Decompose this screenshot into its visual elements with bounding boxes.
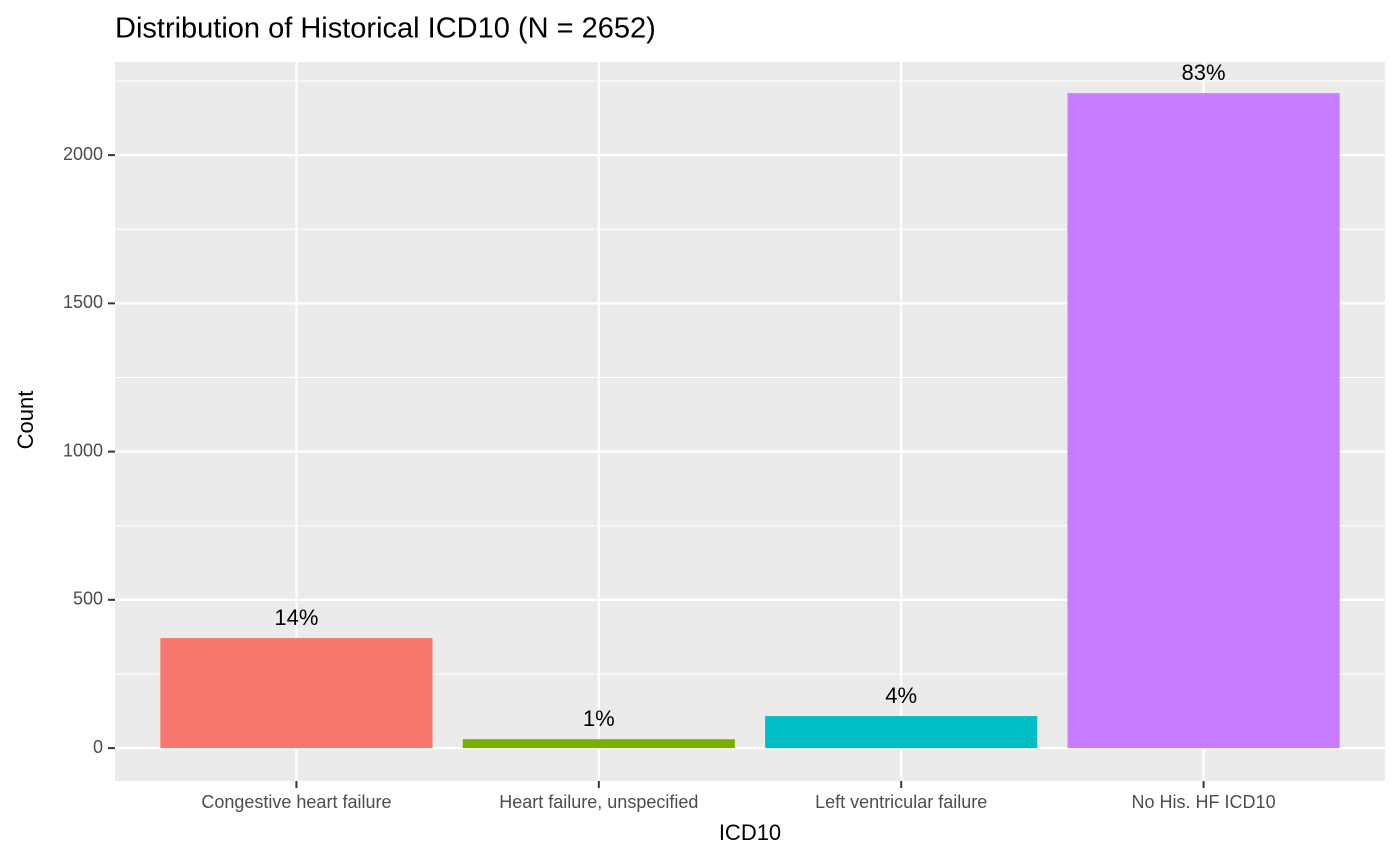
value-label: 4%	[885, 683, 917, 708]
y-tick-label: 1000	[63, 440, 103, 460]
x-tick-label: Heart failure, unspecified	[499, 792, 698, 812]
bar	[1067, 93, 1340, 749]
bar	[765, 716, 1038, 749]
value-label: 83%	[1182, 60, 1226, 85]
value-label: 1%	[583, 706, 615, 731]
y-tick-label: 500	[73, 589, 103, 609]
chart-title: Distribution of Historical ICD10 (N = 26…	[115, 13, 656, 45]
y-axis-title: Count	[13, 391, 38, 450]
y-tick-label: 1500	[63, 292, 103, 312]
x-axis-title: ICD10	[719, 820, 781, 845]
value-label: 14%	[274, 605, 318, 630]
x-tick-label: Congestive heart failure	[201, 792, 391, 812]
bar	[160, 638, 433, 749]
x-tick-label: No His. HF ICD10	[1132, 792, 1276, 812]
y-tick-label: 0	[93, 737, 103, 757]
y-tick-label: 2000	[63, 144, 103, 164]
bar	[462, 739, 735, 749]
x-tick-label: Left ventricular failure	[815, 792, 987, 812]
